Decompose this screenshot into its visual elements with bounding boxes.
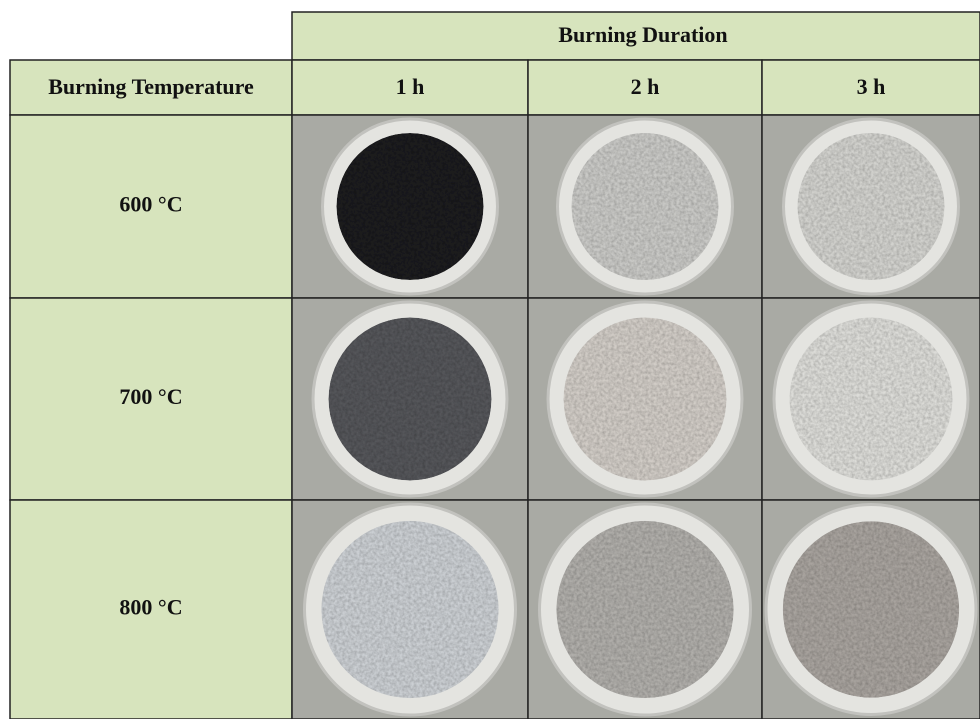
- ash-sample: [556, 520, 734, 699]
- ash-sample: [321, 520, 499, 699]
- title-cell: [291, 11, 980, 61]
- column-header-cell: [527, 59, 763, 116]
- column-header: 3 h: [857, 74, 886, 99]
- row-header: 600 °C: [119, 192, 182, 217]
- row-header: 800 °C: [119, 595, 182, 620]
- ash-sample: [328, 317, 492, 481]
- ash-sample: [797, 133, 945, 280]
- corner-header: Burning Temperature: [48, 74, 254, 99]
- table-title: Burning Duration: [558, 22, 727, 47]
- ash-sample: [789, 317, 953, 481]
- column-header: 2 h: [631, 74, 660, 99]
- column-header-cell: [761, 59, 980, 116]
- ash-sample: [571, 133, 719, 280]
- row-header: 700 °C: [119, 384, 182, 409]
- ash-sample: [782, 521, 960, 698]
- corner-cell: [9, 59, 293, 116]
- row-header-cell: [9, 499, 293, 719]
- ash-sample: [336, 133, 484, 280]
- column-header: 1 h: [396, 74, 425, 99]
- ash-sample: [563, 317, 727, 481]
